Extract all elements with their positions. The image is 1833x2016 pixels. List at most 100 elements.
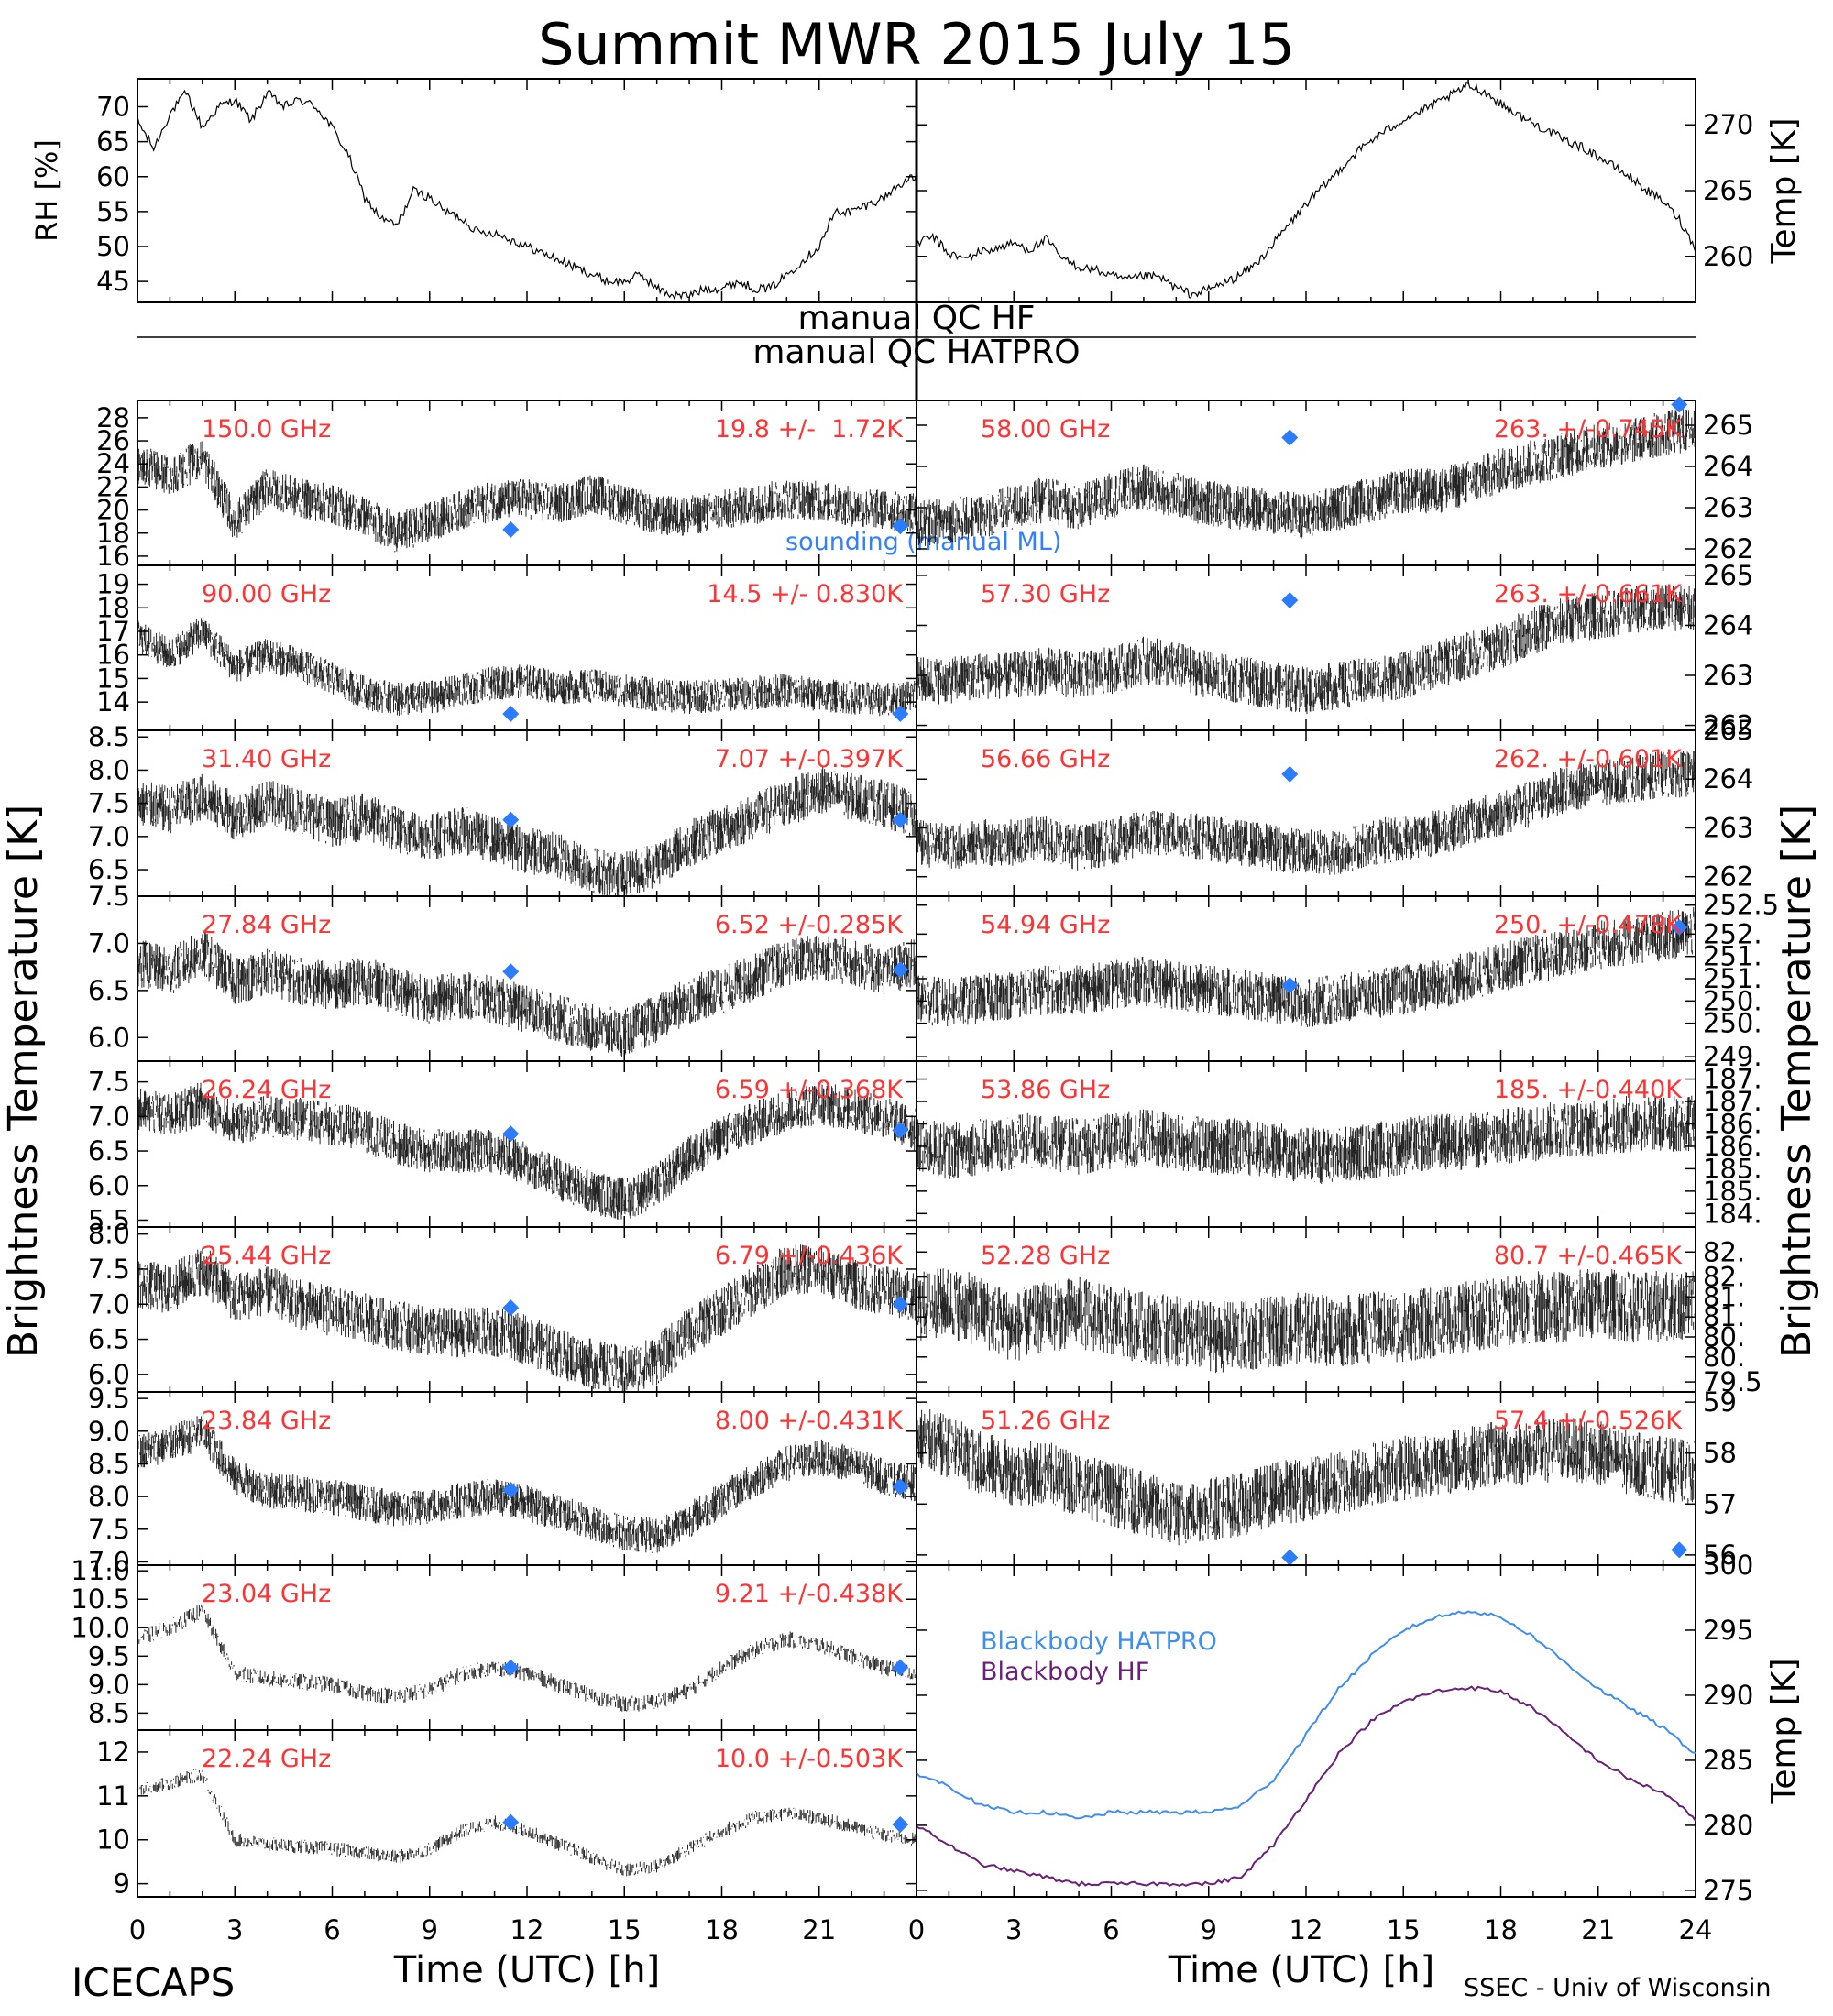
y-tick-label: 9.0 bbox=[88, 1669, 130, 1700]
y-tick-label: 8.5 bbox=[88, 721, 130, 752]
y-tick-label: 18 bbox=[96, 518, 130, 549]
trace-points bbox=[137, 929, 917, 1057]
stats-label: 6.79 +/-0.436K bbox=[715, 1242, 904, 1270]
panel-f5126: 56 57 58 59 51.26 GHz 57.4 +/-0.526K bbox=[916, 1386, 1737, 1571]
y-tick-label: 184. bbox=[1703, 1198, 1762, 1229]
sounding-marker bbox=[1281, 1549, 1299, 1566]
y-tick-label: 8.0 bbox=[88, 754, 130, 785]
y-tick-label: 187. bbox=[1703, 1086, 1762, 1117]
x-tick-label: 9 bbox=[422, 1914, 438, 1945]
y-tick-label: 250. bbox=[1703, 985, 1762, 1016]
y-tick-label: 81. bbox=[1703, 1301, 1745, 1332]
y-tick-label: 7.0 bbox=[88, 821, 130, 852]
y-tick-label: 80. bbox=[1703, 1321, 1745, 1353]
y-tick-label: 80. bbox=[1703, 1342, 1745, 1373]
trace-points bbox=[916, 1095, 1696, 1184]
y-tick-label: 185. bbox=[1703, 1176, 1762, 1207]
y-tick-label: 300 bbox=[1703, 1550, 1753, 1581]
y-tick-label: 249. bbox=[1703, 1041, 1762, 1072]
stats-label: 10.0 +/-0.503K bbox=[715, 1745, 904, 1773]
y-tick-label: 264 bbox=[1703, 451, 1753, 482]
y-tick-label: 290 bbox=[1703, 1680, 1753, 1711]
panel-f5494: 249.250.250.251.251.252.252.554.94 GHz 25… bbox=[916, 890, 1779, 1072]
sounding-marker bbox=[502, 520, 520, 538]
sounding-marker bbox=[1671, 1541, 1688, 1559]
sounding-marker bbox=[1281, 429, 1299, 446]
y-tick-label: 264 bbox=[1703, 609, 1753, 641]
y-tick-label: 82. bbox=[1703, 1262, 1745, 1293]
sounding-marker bbox=[892, 1659, 909, 1676]
y-tick-label: 275 bbox=[1703, 1875, 1753, 1906]
y-tick-label: 26 bbox=[96, 425, 130, 456]
legend-hf: Blackbody HF bbox=[981, 1658, 1149, 1686]
stats-label: 263. +/-0.661K bbox=[1494, 580, 1683, 608]
y-tick-label: 17 bbox=[96, 616, 130, 647]
panel-f5666: 262 263 264 265 56.66 GHz 262. +/-0.601K bbox=[916, 715, 1753, 897]
series-line-hf bbox=[916, 1685, 1696, 1888]
y-tick-label: 18 bbox=[96, 592, 130, 623]
panel-frame bbox=[916, 1564, 1696, 1898]
sounding-marker bbox=[502, 1481, 520, 1498]
y-tick-label: 7.5 bbox=[88, 788, 130, 819]
y-tick-label: 16 bbox=[96, 541, 130, 572]
sounding-marker bbox=[502, 706, 520, 722]
stats-label: 57.4 +/-0.526K bbox=[1494, 1407, 1683, 1435]
panel-f2384: 7.07.58.08.59.09.5 23.84 GHz 8.00 +/-0.431… bbox=[88, 1383, 917, 1577]
y-tick-label: 59 bbox=[1703, 1386, 1737, 1418]
x-tick-label: 3 bbox=[1005, 1914, 1022, 1945]
x-tick-label: 15 bbox=[608, 1914, 642, 1945]
stats-label: 185. +/-0.440K bbox=[1494, 1076, 1683, 1104]
y-tick-label: 7.5 bbox=[88, 1067, 130, 1098]
sounding-marker bbox=[1281, 977, 1299, 994]
stats-label: 19.8 +/- 1.72K bbox=[715, 415, 904, 444]
y-tick-label: 8.0 bbox=[88, 1481, 130, 1512]
y-tick-label: 8.5 bbox=[88, 1448, 130, 1479]
y-tick-label: 187. bbox=[1703, 1064, 1762, 1095]
y-tick-label: 79.5 bbox=[1703, 1366, 1762, 1397]
y-tick-label: 7.5 bbox=[88, 1514, 130, 1545]
sounding-marker bbox=[502, 1813, 520, 1831]
y-tick-label: 57 bbox=[1703, 1488, 1737, 1519]
frequency-label: 27.84 GHz bbox=[202, 911, 331, 939]
y-tick-label: 9.5 bbox=[88, 1383, 130, 1414]
right-x-axis-title: Time (UTC) [h] bbox=[1168, 1949, 1434, 1991]
footer-ssec: SSEC - Univ of Wisconsin bbox=[1464, 1974, 1771, 2002]
trace-points bbox=[916, 907, 1696, 1027]
trace-line bbox=[916, 81, 1696, 299]
sounding-marker bbox=[892, 1122, 909, 1139]
x-tick-label: 18 bbox=[1484, 1914, 1518, 1945]
y-tick-label: 55 bbox=[96, 196, 130, 227]
x-tick-label: 12 bbox=[1290, 1914, 1323, 1945]
y-tick-label: 6.0 bbox=[88, 1022, 130, 1053]
trace-line bbox=[137, 89, 917, 301]
trace-points bbox=[916, 751, 1696, 875]
y-tick-label: 263 bbox=[1703, 660, 1753, 691]
y-tick-label: 5.5 bbox=[88, 1204, 130, 1235]
y-tick-label: 9.0 bbox=[88, 1416, 130, 1447]
frequency-label: 150.0 GHz bbox=[202, 415, 331, 444]
y-tick-label: 9.5 bbox=[88, 1640, 130, 1671]
y-tick-label: 10 bbox=[96, 1824, 130, 1856]
frequency-label: 53.86 GHz bbox=[981, 1076, 1110, 1104]
y-tick-label: 6.0 bbox=[88, 1359, 130, 1390]
y-tick-label: 264 bbox=[1703, 763, 1753, 794]
y-tick-label: 24 bbox=[96, 448, 130, 479]
stats-label: 262. +/-0.601K bbox=[1494, 745, 1683, 773]
panel-frame bbox=[137, 78, 917, 303]
y-tick-label: 12 bbox=[96, 1737, 130, 1768]
x-tick-label: 21 bbox=[1581, 1914, 1615, 1945]
y-tick-label: 265 bbox=[1703, 715, 1753, 746]
y-axis-title: RH [%] bbox=[29, 139, 64, 242]
sounding-legend: sounding (manual ML) bbox=[785, 528, 1061, 556]
sounding-marker bbox=[892, 1815, 909, 1833]
y-tick-label: 70 bbox=[96, 92, 130, 123]
panel-blackbody: 275 280 285 290 295 300 Temp [K] Blackbody HATP… bbox=[916, 1550, 1803, 1906]
panel-temp: 260 265 270 Temp [K] bbox=[916, 78, 1803, 303]
frequency-label: 31.40 GHz bbox=[202, 745, 331, 773]
y-tick-label: 19 bbox=[96, 569, 130, 600]
trace-points bbox=[916, 585, 1696, 715]
y-tick-label: 262 bbox=[1703, 533, 1753, 564]
frequency-label: 51.26 GHz bbox=[981, 1407, 1110, 1435]
trace-points bbox=[916, 409, 1696, 546]
